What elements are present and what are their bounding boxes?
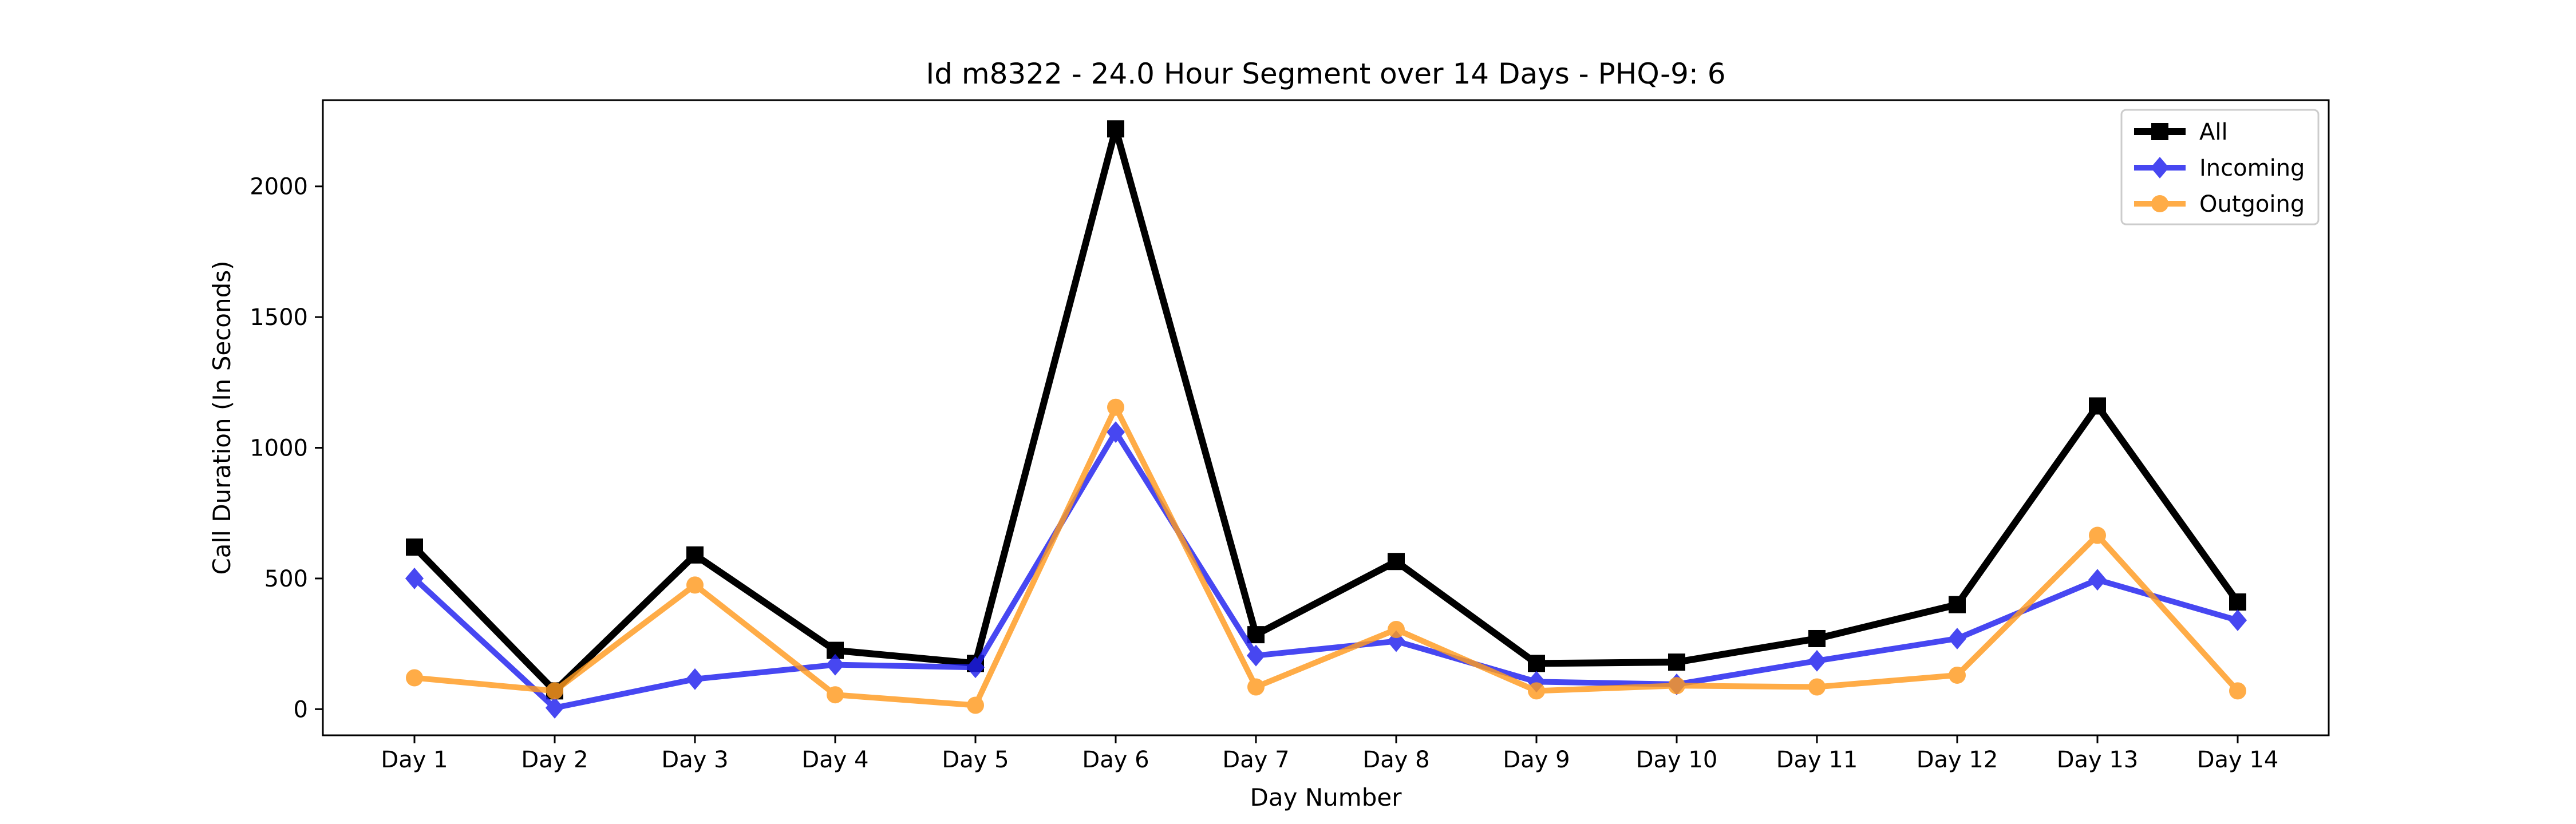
data-point-outgoing	[406, 669, 423, 687]
legend-item-all	[2134, 123, 2186, 140]
series-all	[406, 120, 2246, 700]
legend-label: Incoming	[2199, 155, 2305, 181]
y-tick-label: 2000	[250, 174, 308, 200]
x-tick-label: Day 11	[1776, 747, 1858, 773]
x-tick-label: Day 14	[2197, 747, 2279, 773]
data-point-incoming	[1106, 421, 1125, 443]
data-point-incoming	[685, 668, 705, 690]
data-point-incoming	[2228, 609, 2247, 631]
x-tick-label: Day 10	[1636, 747, 1718, 773]
data-point-outgoing	[1949, 666, 1966, 684]
y-tick-label: 1000	[250, 435, 308, 462]
legend: All Incoming Outgoing	[2120, 109, 2320, 225]
data-point-incoming	[1947, 628, 1967, 649]
x-tick-label: Day 3	[661, 747, 728, 773]
data-point-incoming	[1807, 649, 1827, 672]
data-point-outgoing	[2089, 526, 2106, 544]
data-point-outgoing	[1668, 677, 1685, 695]
x-axis-label: Day Number	[1250, 783, 1402, 811]
data-point-all	[1949, 596, 1966, 613]
data-point-outgoing	[1808, 678, 1826, 696]
chart-title: Id m8322 - 24.0 Hour Segment over 14 Day…	[926, 57, 1725, 90]
legend-marker	[2151, 123, 2168, 140]
data-point-outgoing	[1388, 621, 1405, 638]
legend-box	[2120, 109, 2320, 225]
x-tick-label: Day 6	[1082, 747, 1149, 773]
series-layer	[405, 120, 2247, 719]
data-point-incoming	[405, 568, 424, 589]
series-line-incoming	[412, 429, 2239, 711]
y-axis: 0 500 1000 1500 2000	[250, 174, 323, 723]
data-point-all	[406, 538, 423, 556]
data-point-incoming	[1386, 630, 1406, 652]
y-tick-label: 500	[264, 566, 308, 592]
data-point-all	[1247, 626, 1265, 644]
data-point-all	[2089, 397, 2106, 415]
data-point-outgoing	[967, 696, 984, 714]
x-tick-label: Day 2	[521, 747, 588, 773]
legend-label: Outgoing	[2199, 191, 2305, 217]
data-point-incoming	[966, 656, 985, 679]
data-point-outgoing	[1247, 678, 1265, 696]
data-point-all	[1528, 655, 1545, 672]
x-tick-label: Day 5	[942, 747, 1009, 773]
data-point-all	[1388, 553, 1405, 571]
series-line-outgoing	[414, 404, 2240, 708]
data-point-all	[1808, 629, 1826, 647]
x-tick-label: Day 7	[1222, 747, 1289, 773]
y-tick-label: 1500	[250, 304, 308, 331]
legend-marker	[2151, 195, 2168, 212]
data-point-outgoing	[686, 576, 704, 594]
data-point-all	[1107, 120, 1124, 138]
x-tick-label: Day 12	[1917, 747, 1998, 773]
x-tick-label: Day 1	[381, 747, 448, 773]
data-point-outgoing	[1528, 682, 1545, 700]
data-point-incoming	[2088, 569, 2107, 591]
legend-label: All	[2199, 119, 2228, 145]
data-point-outgoing	[827, 686, 844, 704]
legend-item-outgoing	[2134, 195, 2186, 212]
legend-marker	[2150, 157, 2170, 179]
series-outgoing	[406, 398, 2246, 714]
plot-frame	[322, 99, 2330, 736]
data-point-incoming	[545, 697, 564, 719]
data-point-incoming	[825, 653, 845, 676]
x-tick-label: Day 13	[2057, 747, 2139, 773]
x-axis: Day 1 Day 2 Day 3 Day 4 Day 5 Day 6 Day 7 Day 8…	[381, 735, 2278, 773]
data-point-all	[686, 546, 704, 564]
y-tick-label: 0	[294, 696, 308, 723]
data-point-all	[2229, 593, 2246, 611]
legend-item-incoming	[2134, 157, 2186, 179]
data-point-all	[1668, 653, 1685, 671]
data-point-outgoing	[2229, 682, 2246, 700]
data-point-incoming	[1246, 644, 1266, 667]
data-point-outgoing	[1107, 398, 1124, 416]
data-point-incoming	[1527, 671, 1546, 693]
series-line-all	[412, 125, 2241, 695]
y-axis-label: Call Duration (In Seconds)	[208, 260, 236, 575]
x-tick-label: Day 4	[801, 747, 868, 773]
data-point-outgoing	[546, 682, 563, 700]
x-tick-label: Day 9	[1503, 747, 1570, 773]
x-tick-label: Day 8	[1362, 747, 1429, 773]
